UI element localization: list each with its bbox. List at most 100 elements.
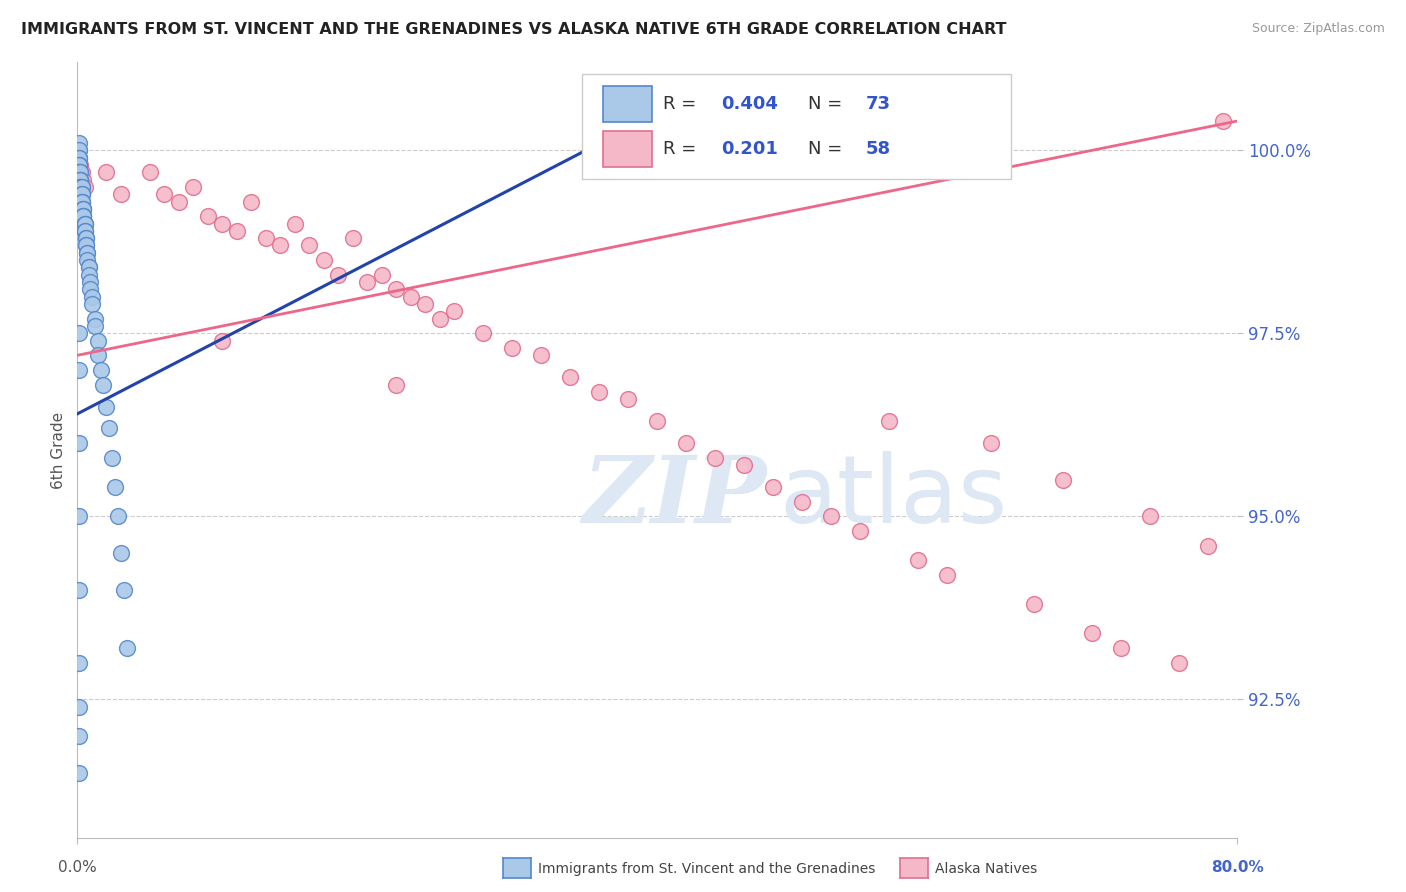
Point [1081, 626, 1104, 640]
Point [93, 377, 115, 392]
Point [560, 370, 582, 384]
Text: ZIP: ZIP [582, 452, 766, 542]
Point [153, 187, 176, 202]
Point [70, 194, 93, 209]
Point [73, 224, 96, 238]
Point [70, 180, 93, 194]
Point [67, 729, 90, 743]
Text: 73: 73 [866, 95, 891, 113]
FancyBboxPatch shape [582, 74, 1011, 178]
Text: R =: R = [664, 140, 707, 158]
Point [647, 414, 669, 428]
Point [139, 165, 162, 179]
Point [67, 165, 90, 179]
Point [75, 231, 97, 245]
Point [73, 180, 96, 194]
FancyBboxPatch shape [603, 87, 651, 122]
Point [67, 143, 90, 157]
Point [342, 231, 364, 245]
Y-axis label: 6th Grade: 6th Grade [51, 412, 66, 489]
Point [67, 151, 90, 165]
Point [70, 194, 93, 209]
Point [704, 450, 727, 465]
Point [67, 158, 90, 172]
Point [73, 217, 96, 231]
Text: 58: 58 [866, 140, 891, 158]
Point [298, 238, 321, 252]
Point [96, 165, 118, 179]
Point [399, 290, 422, 304]
Point [588, 384, 610, 399]
Point [75, 238, 97, 252]
Point [1139, 509, 1161, 524]
Point [76, 245, 98, 260]
Point [530, 348, 553, 362]
Point [69, 165, 91, 179]
Point [72, 202, 94, 216]
Point [1111, 641, 1133, 656]
Point [67, 151, 90, 165]
Point [849, 524, 872, 538]
Point [284, 217, 307, 231]
Point [312, 253, 335, 268]
Text: N =: N = [808, 140, 848, 158]
Text: Alaska Natives: Alaska Natives [935, 862, 1038, 876]
Point [429, 311, 451, 326]
Point [67, 363, 90, 377]
Point [72, 209, 94, 223]
Point [67, 158, 90, 172]
Text: Immigrants from St. Vincent and the Grenadines: Immigrants from St. Vincent and the Gren… [538, 862, 876, 876]
Text: R =: R = [664, 95, 702, 113]
FancyBboxPatch shape [603, 131, 651, 167]
Point [472, 326, 495, 341]
Point [76, 245, 98, 260]
Point [67, 436, 90, 450]
Text: atlas: atlas [779, 451, 1007, 543]
Point [67, 326, 90, 341]
Point [877, 414, 901, 428]
Point [69, 172, 91, 186]
Point [356, 275, 378, 289]
Point [980, 436, 1002, 450]
Point [675, 436, 697, 450]
Point [90, 363, 111, 377]
Point [211, 217, 233, 231]
Point [79, 282, 101, 296]
Point [501, 341, 523, 355]
Point [75, 238, 97, 252]
Point [77, 260, 100, 275]
Point [72, 202, 94, 216]
Point [1212, 114, 1234, 128]
Point [67, 143, 90, 157]
Point [67, 158, 90, 172]
Point [72, 209, 94, 223]
Point [617, 121, 640, 136]
Point [86, 348, 108, 362]
Point [69, 180, 91, 194]
Text: 80.0%: 80.0% [1211, 861, 1264, 875]
Point [110, 546, 132, 560]
Point [254, 231, 277, 245]
Point [70, 187, 93, 202]
Point [83, 311, 105, 326]
Point [1052, 473, 1074, 487]
Point [385, 377, 408, 392]
Point [115, 641, 138, 656]
Point [96, 400, 118, 414]
Point [67, 699, 90, 714]
Point [69, 180, 91, 194]
Point [762, 480, 785, 494]
Point [75, 231, 97, 245]
Point [1168, 656, 1191, 670]
Point [107, 509, 129, 524]
Point [80, 290, 103, 304]
Point [83, 318, 105, 333]
Point [69, 172, 91, 186]
Point [443, 304, 465, 318]
Point [385, 282, 408, 296]
Point [167, 194, 190, 209]
Point [69, 172, 91, 186]
Point [1024, 597, 1046, 611]
Point [76, 253, 98, 268]
Point [70, 180, 93, 194]
